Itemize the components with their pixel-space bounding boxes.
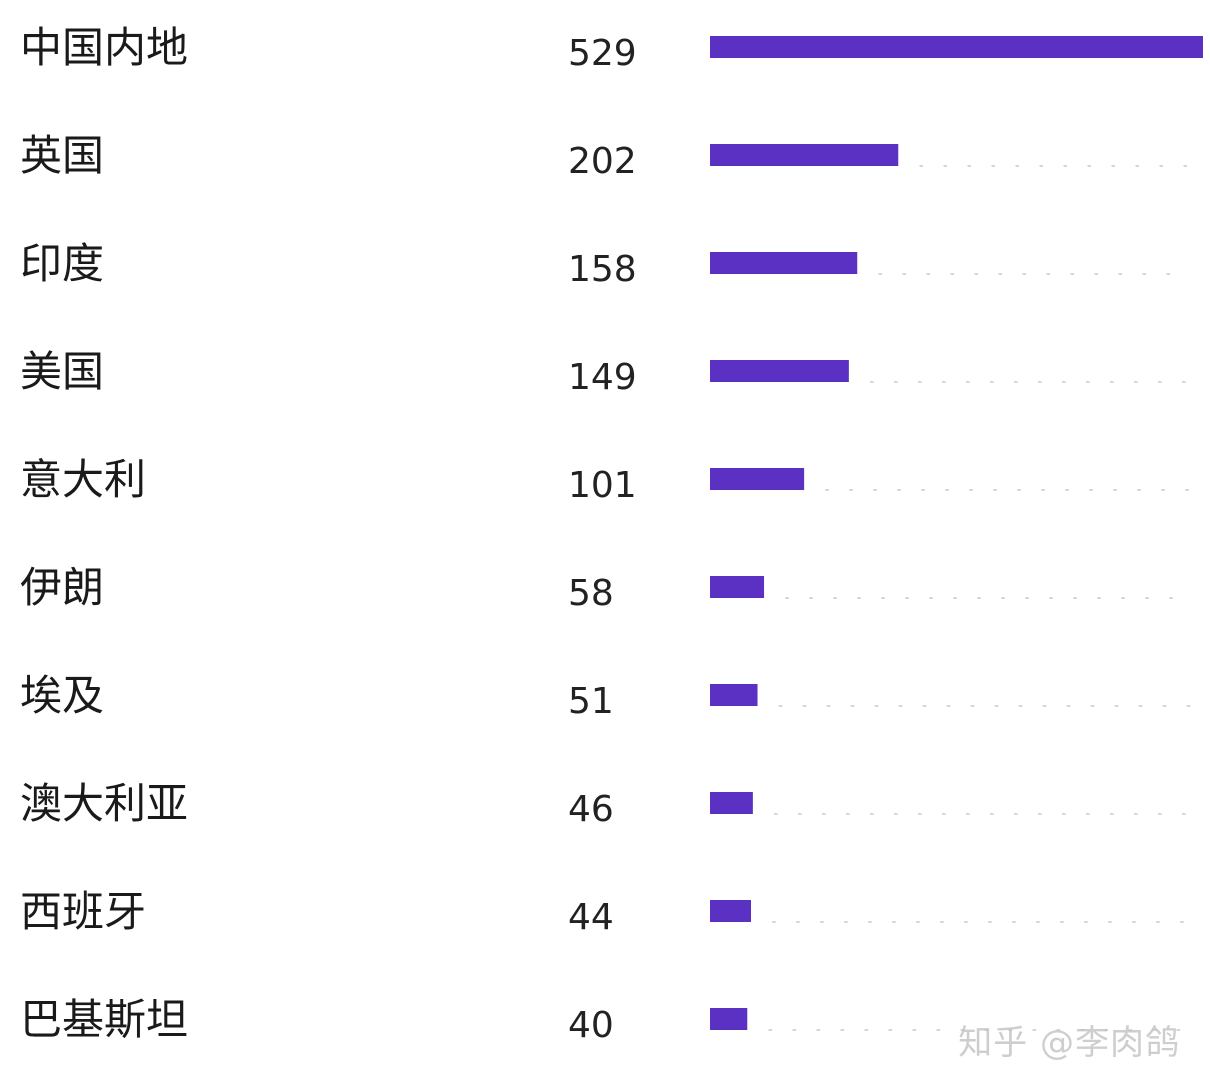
value-label: 58 <box>568 573 614 614</box>
value-label: 51 <box>568 681 614 722</box>
bar-row: 中国内地 529 <box>20 23 1203 74</box>
bar-row: 美国 149 <box>20 347 1191 398</box>
bar <box>710 684 758 706</box>
bar <box>710 792 753 814</box>
bar <box>710 252 858 274</box>
bar-row: 印度 158 <box>20 239 1191 290</box>
bar-row: 巴基斯坦 40 <box>20 995 1191 1046</box>
value-label: 46 <box>568 789 614 830</box>
bar <box>710 576 765 598</box>
bar-row: 西班牙 44 <box>20 887 1191 938</box>
value-label: 158 <box>568 249 637 290</box>
bar <box>710 36 1203 58</box>
bar <box>710 1008 748 1030</box>
category-label: 中国内地 <box>20 23 188 72</box>
category-label: 印度 <box>20 239 104 288</box>
value-label: 44 <box>568 897 614 938</box>
bar-row: 意大利 101 <box>20 455 1191 506</box>
chart-rows: 中国内地 529 英国 202 印度 158 美国 149 意大利 101 伊朗 58 埃及 51 澳大利亚… <box>20 23 1203 1046</box>
category-label: 澳大利亚 <box>20 779 188 828</box>
bar-row: 澳大利亚 46 <box>20 779 1191 830</box>
bar <box>710 468 805 490</box>
value-label: 202 <box>568 141 637 182</box>
watermark-text: 知乎 @李肉鸽 <box>958 1023 1180 1063</box>
bar <box>710 360 849 382</box>
category-label: 巴基斯坦 <box>20 995 188 1044</box>
category-label: 英国 <box>20 131 104 180</box>
bar-row: 英国 202 <box>20 131 1191 182</box>
category-label: 西班牙 <box>20 887 146 936</box>
value-label: 101 <box>568 465 637 506</box>
bar-row: 埃及 51 <box>20 671 1191 722</box>
bar-row: 伊朗 58 <box>20 563 1191 614</box>
value-label: 529 <box>568 33 637 74</box>
value-label: 40 <box>568 1005 614 1046</box>
category-label: 埃及 <box>20 671 104 720</box>
value-label: 149 <box>568 357 637 398</box>
bar <box>710 900 752 922</box>
category-label: 美国 <box>20 347 104 396</box>
category-label: 伊朗 <box>20 563 104 612</box>
bar <box>710 144 899 166</box>
category-label: 意大利 <box>20 455 146 504</box>
